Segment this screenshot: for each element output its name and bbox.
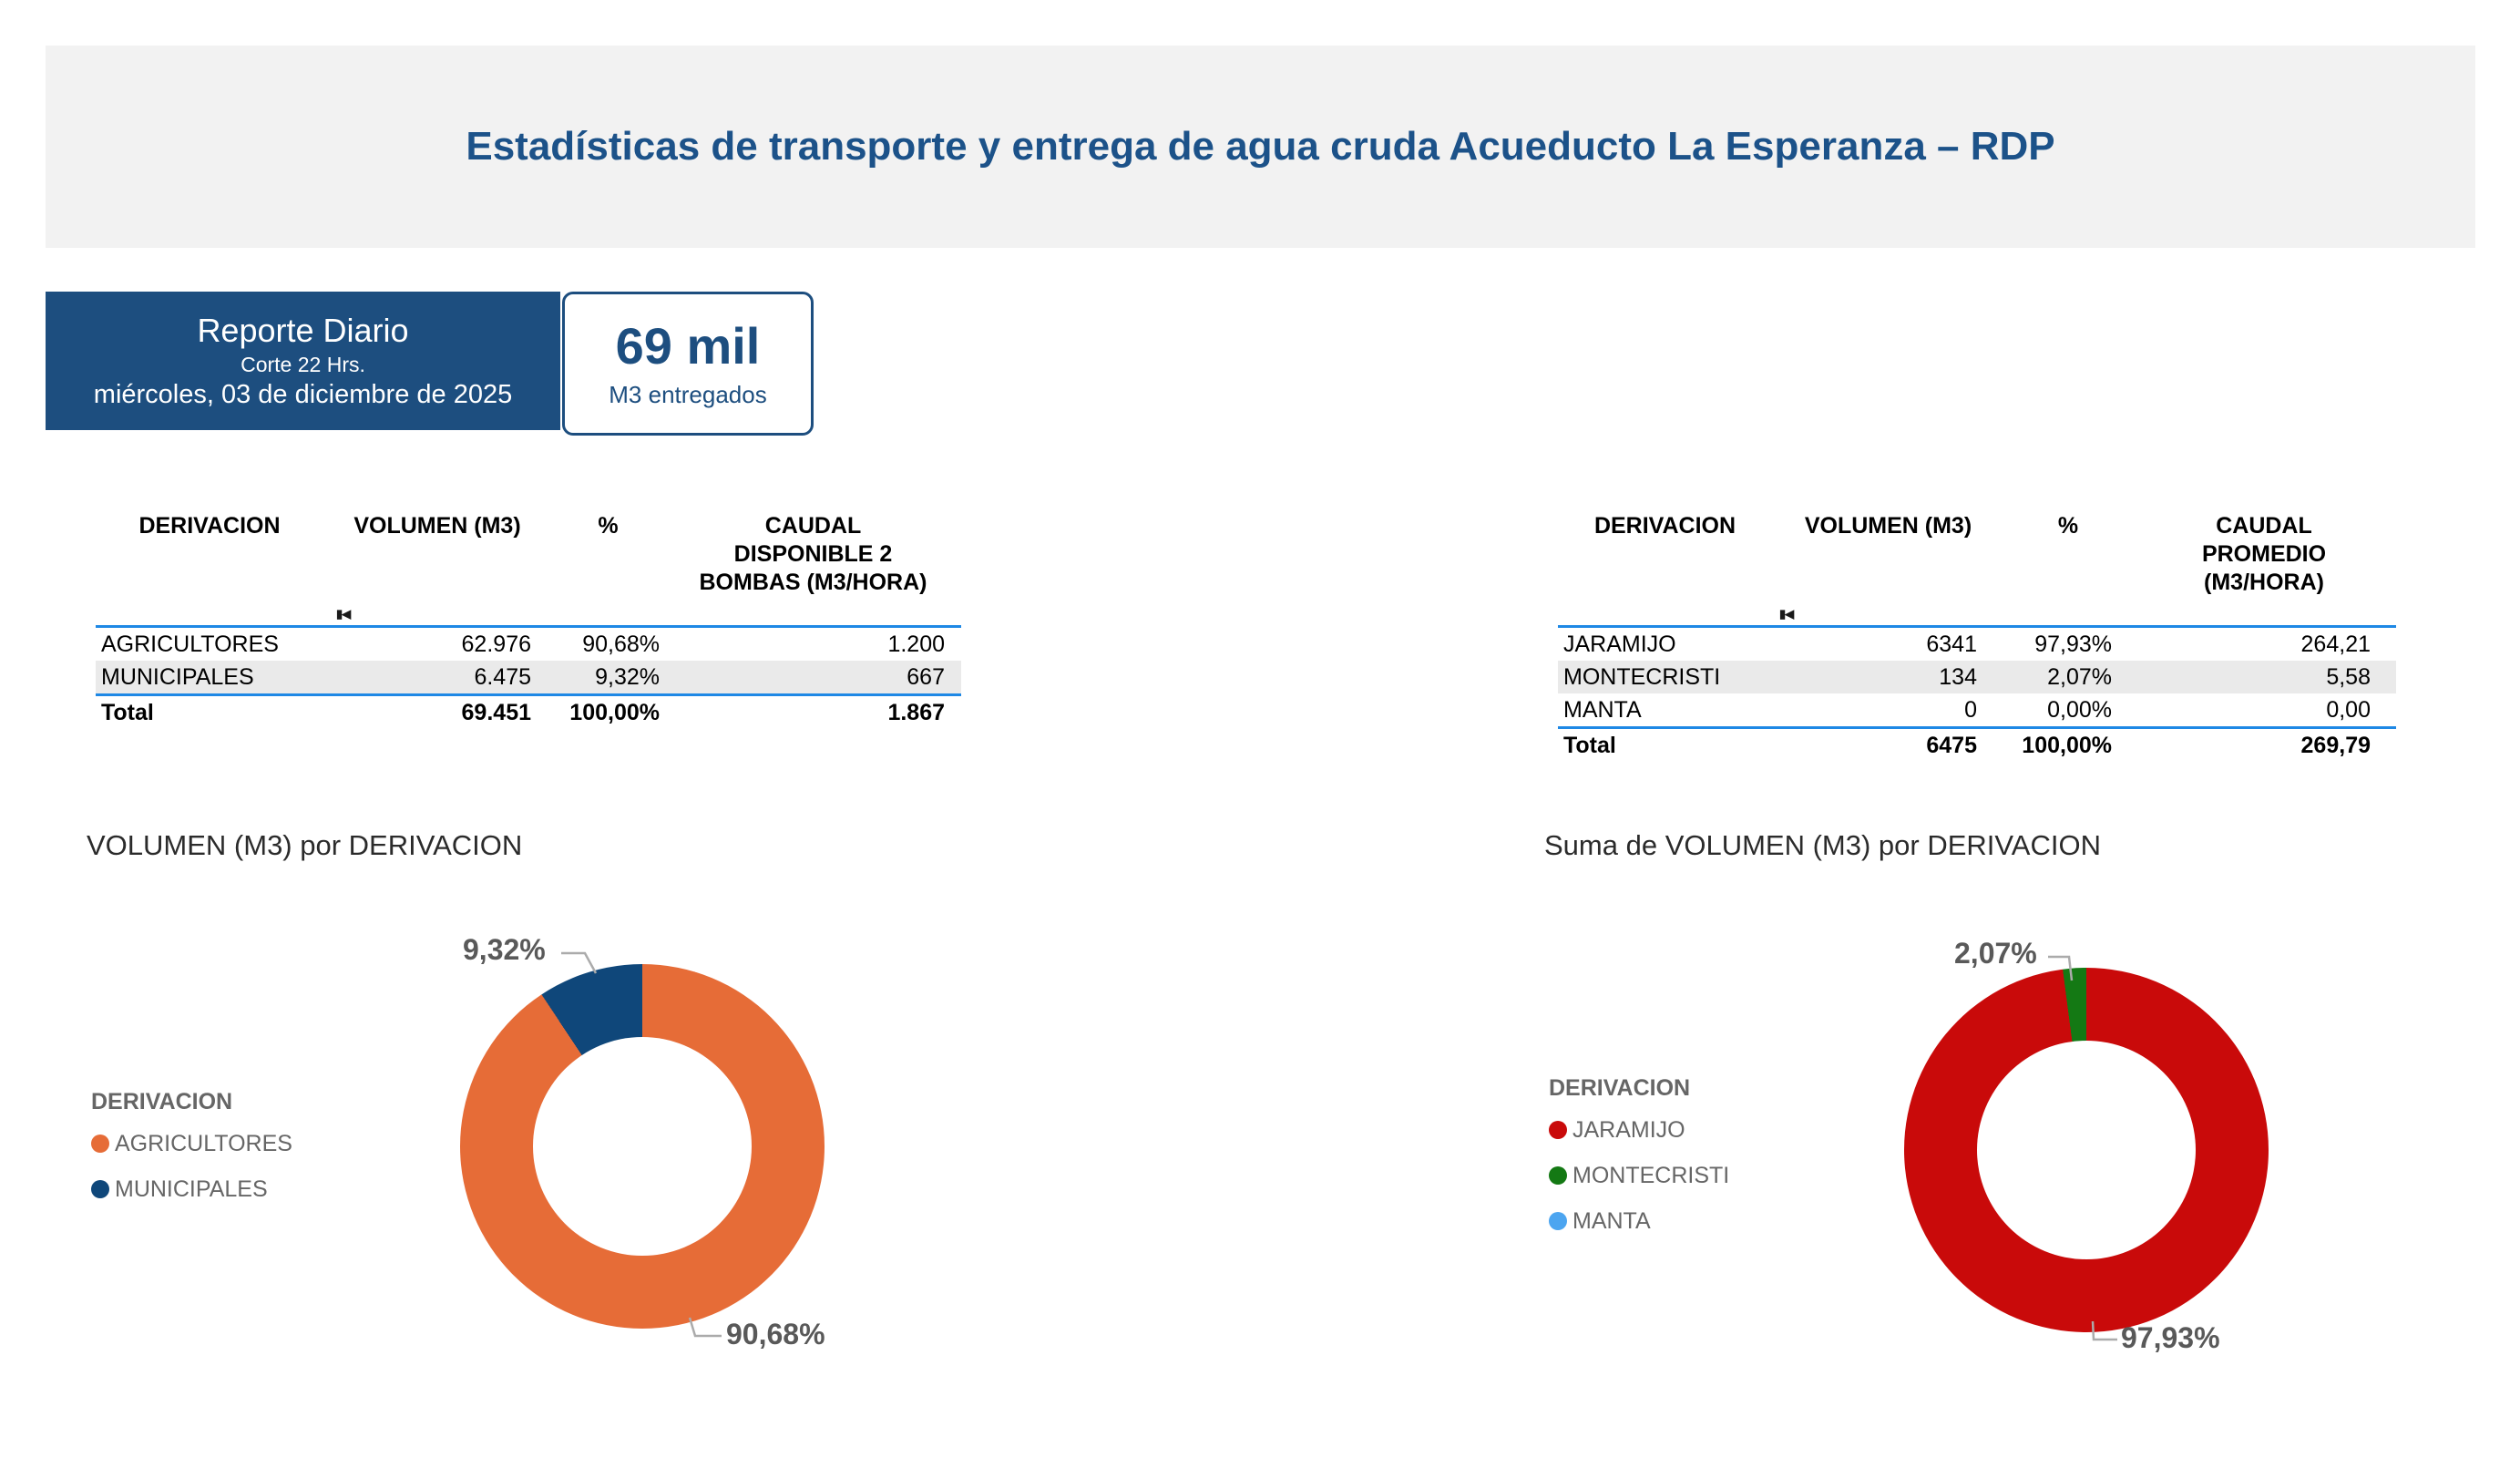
column-header-volumen[interactable]: VOLUMEN (M3) ▮◀ (336, 513, 521, 621)
table-total-row: Total 6475 100,00% 269,79 (1558, 726, 2396, 762)
table-header-row: DERIVACION VOLUMEN (M3) ▮◀ % CAUDAL DISP… (96, 512, 961, 625)
cell-derivacion: MONTECRISTI (1563, 663, 1721, 690)
table-total-row: Total 69.451 100,00% 1.867 (96, 693, 961, 729)
table-derivacion-tipo: DERIVACION VOLUMEN (M3) ▮◀ % CAUDAL DISP… (96, 512, 961, 729)
sort-indicator-icon[interactable]: ▮◀ (336, 607, 351, 621)
legend-item-jaramijo[interactable]: JARAMIJO (1549, 1114, 1822, 1145)
legend-item-montecristi[interactable]: MONTECRISTI (1549, 1160, 1822, 1191)
legend-title: DERIVACION (1549, 1075, 1691, 1101)
cell-volumen: 6.475 (474, 663, 531, 690)
chart-title-left: VOLUMEN (M3) por DERIVACION (87, 829, 523, 861)
column-header-caudal[interactable]: CAUDAL PROMEDIO (M3/HORA) (2201, 513, 2327, 595)
legend-title: DERIVACION (91, 1089, 233, 1114)
cell-derivacion: MANTA (1563, 696, 1642, 723)
table-row[interactable]: JARAMIJO 6341 97,93% 264,21 (1558, 628, 2396, 661)
cell-percent: 97,93% (2034, 631, 2112, 657)
cell-percent: 2,07% (2047, 663, 2112, 690)
report-daily-card: Reporte Diario Corte 22 Hrs. miércoles, … (46, 292, 560, 430)
column-header-percent[interactable]: % (2057, 513, 2079, 539)
legend-dot-icon (91, 1135, 109, 1153)
cell-caudal: 5,58 (2326, 663, 2371, 690)
report-card-subtitle: Corte 22 Hrs. (241, 353, 365, 376)
cell-total-percent: 100,00% (2022, 732, 2112, 758)
donut-hole (533, 1037, 752, 1256)
cell-caudal: 264,21 (2300, 631, 2371, 657)
cell-total-volumen: 6475 (1926, 732, 1977, 758)
cell-volumen: 134 (1939, 663, 1977, 690)
pct-label-jaramijo: 97,93% (2121, 1321, 2220, 1354)
pct-label-agricultores: 90,68% (726, 1318, 825, 1350)
table-row[interactable]: MONTECRISTI 134 2,07% 5,58 (1558, 661, 2396, 693)
legend-label: MANTA (1572, 1207, 1651, 1234)
legend-label: AGRICULTORES (115, 1130, 292, 1156)
leader-line (561, 951, 598, 974)
legend-dot-icon (1549, 1121, 1567, 1139)
legend-left: DERIVACION AGRICULTORES MUNICIPALES (91, 1089, 364, 1219)
table-body: JARAMIJO 6341 97,93% 264,21 MONTECRISTI … (1558, 625, 2396, 762)
cell-total-label: Total (1563, 732, 1616, 758)
cell-percent: 90,68% (582, 631, 660, 657)
donut-chart-right[interactable] (1904, 968, 2269, 1332)
cell-volumen: 62.976 (461, 631, 531, 657)
cell-volumen: 0 (1964, 696, 1977, 723)
report-card-date: miércoles, 03 de diciembre de 2025 (93, 380, 513, 409)
page-title: Estadísticas de transporte y entrega de … (466, 124, 2055, 169)
cell-volumen: 6341 (1926, 631, 1977, 657)
kpi-value: 69 mil (615, 316, 761, 375)
cell-total-volumen: 69.451 (461, 699, 531, 725)
header-banner: Estadísticas de transporte y entrega de … (46, 46, 2475, 248)
cell-derivacion: JARAMIJO (1563, 631, 1676, 657)
cell-caudal: 0,00 (2326, 696, 2371, 723)
legend-item-manta[interactable]: MANTA (1549, 1206, 1822, 1237)
cell-total-label: Total (101, 699, 154, 725)
table-body: AGRICULTORES 62.976 90,68% 1.200 MUNICIP… (96, 625, 961, 729)
kpi-label: M3 entregados (609, 380, 767, 408)
cell-percent: 0,00% (2047, 696, 2112, 723)
table-derivacion-ciudad: DERIVACION VOLUMEN (M3) ▮◀ % CAUDAL PROM… (1558, 512, 2396, 762)
cell-total-percent: 100,00% (569, 699, 660, 725)
column-header-caudal[interactable]: CAUDAL DISPONIBLE 2 BOMBAS (M3/HORA) (699, 513, 927, 595)
cell-percent: 9,32% (595, 663, 660, 690)
sort-indicator-icon[interactable]: ▮◀ (1779, 607, 1794, 621)
column-header-volumen[interactable]: VOLUMEN (M3) ▮◀ (1779, 513, 1972, 621)
table-row[interactable]: MUNICIPALES 6.475 9,32% 667 (96, 661, 961, 693)
legend-dot-icon (1549, 1166, 1567, 1185)
cell-derivacion: MUNICIPALES (101, 663, 254, 690)
column-header-percent[interactable]: % (598, 513, 619, 539)
column-header-derivacion[interactable]: DERIVACION (138, 513, 281, 539)
donut-chart-left[interactable] (460, 964, 825, 1329)
legend-dot-icon (1549, 1212, 1567, 1230)
pct-label-montecristi: 2,07% (1954, 937, 2037, 970)
report-card-title: Reporte Diario (197, 312, 409, 349)
table-row[interactable]: MANTA 0 0,00% 0,00 (1558, 693, 2396, 726)
legend-label: JARAMIJO (1572, 1116, 1685, 1143)
legend-right: DERIVACION JARAMIJO MONTECRISTI MANTA (1549, 1075, 1822, 1251)
table-row[interactable]: AGRICULTORES 62.976 90,68% 1.200 (96, 628, 961, 661)
table-header-row: DERIVACION VOLUMEN (M3) ▮◀ % CAUDAL PROM… (1558, 512, 2396, 625)
legend-label: MONTECRISTI (1572, 1162, 1730, 1188)
pct-label-municipales: 9,32% (463, 933, 546, 966)
cell-caudal: 1.200 (887, 631, 945, 657)
legend-item-municipales[interactable]: MUNICIPALES (91, 1174, 364, 1205)
legend-item-agricultores[interactable]: AGRICULTORES (91, 1128, 364, 1159)
column-header-derivacion[interactable]: DERIVACION (1593, 513, 1736, 539)
cell-caudal: 667 (907, 663, 945, 690)
cell-derivacion: AGRICULTORES (101, 631, 279, 657)
cell-total-caudal: 1.867 (887, 699, 945, 725)
donut-hole (1977, 1041, 2196, 1259)
cell-total-caudal: 269,79 (2300, 732, 2371, 758)
chart-title-right: Suma de VOLUMEN (M3) por DERIVACION (1544, 829, 2101, 861)
legend-label: MUNICIPALES (115, 1176, 268, 1202)
legend-dot-icon (91, 1180, 109, 1198)
kpi-card: 69 mil M3 entregados (562, 292, 814, 436)
